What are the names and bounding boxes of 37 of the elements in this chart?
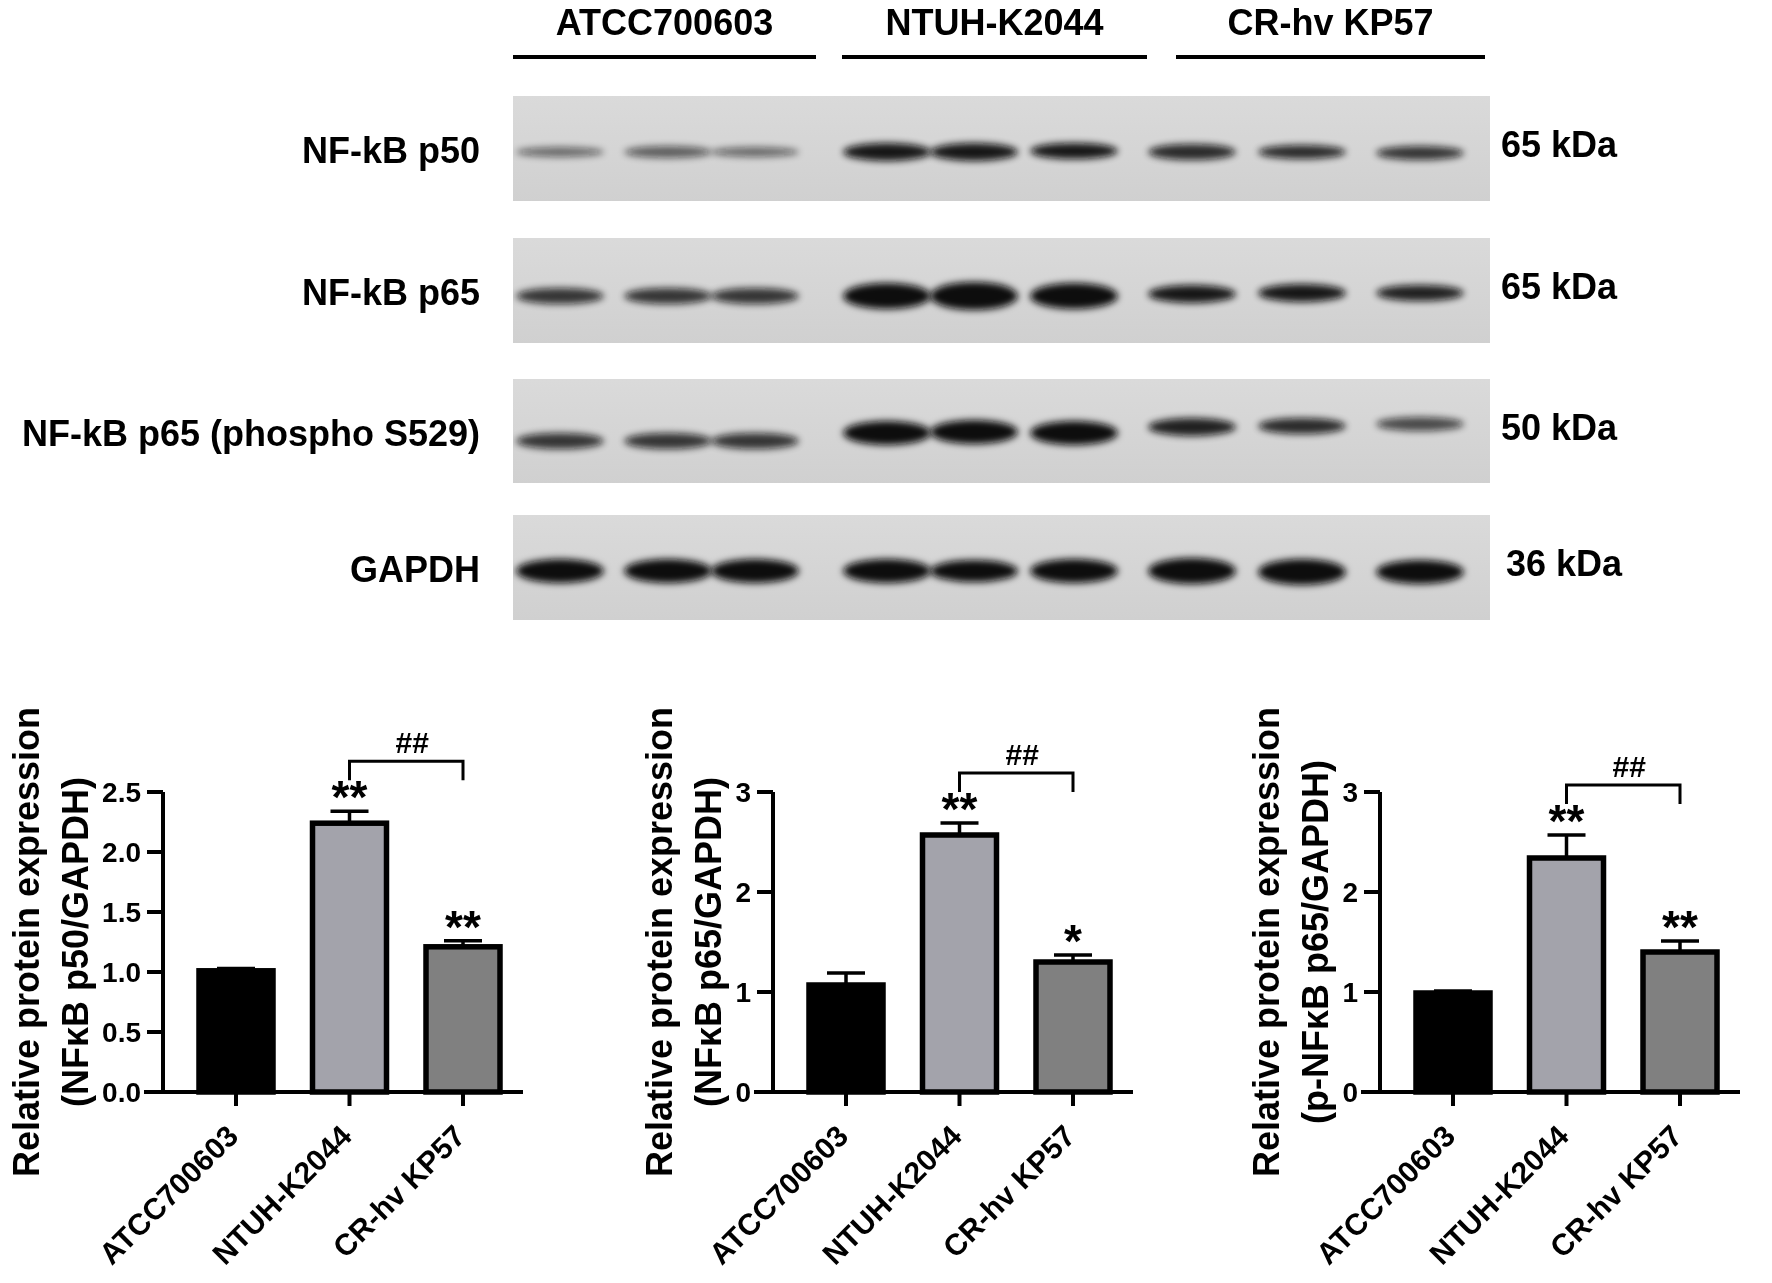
y-tick-label: 2 xyxy=(1342,876,1358,908)
text: ## xyxy=(395,726,430,760)
category-label: 65 kDa xyxy=(1501,266,1618,307)
y-tick-label: 0.5 xyxy=(102,1016,141,1048)
category-label: CR-hv KP57 xyxy=(1227,2,1434,43)
category-label: 65 kDa xyxy=(1501,124,1618,165)
y-tick-label: 1 xyxy=(1342,976,1358,1008)
annotation: ** xyxy=(941,783,978,835)
y-tick-label: 2.5 xyxy=(102,776,141,808)
category-label: 50 kDa xyxy=(1501,406,1618,448)
category-label: NTUH-K2044 xyxy=(885,2,1104,43)
y-tick-label: 1 xyxy=(735,976,751,1008)
category-label: NF-kB p50 xyxy=(301,130,480,171)
y-axis-title: Relative protein expression (NFκB p50/GAPDH) xyxy=(6,706,97,1178)
category-label: GAPDH xyxy=(349,549,480,590)
y-axis-title: Relative protein expression (NFκB p65/GAPDH) xyxy=(639,706,730,1178)
annotation: ** xyxy=(445,900,481,953)
y-tick-label: 1.0 xyxy=(102,956,141,988)
text: ## xyxy=(1005,738,1040,771)
y-tick-label: 1.5 xyxy=(102,896,141,928)
y-tick-label: 0.0 xyxy=(102,1076,141,1108)
annotation: * xyxy=(1064,915,1083,967)
y-tick-label: 2.0 xyxy=(102,836,141,868)
y-tick-label: 2 xyxy=(735,876,751,908)
y-tick-label: 0 xyxy=(735,1076,751,1108)
annotation: ** xyxy=(1548,795,1585,847)
category-label: NF-kB p65 xyxy=(301,272,480,313)
y-tick-label: 3 xyxy=(1342,776,1358,808)
category-label: NF-kB p65 (phospho S529) xyxy=(21,412,480,454)
annotation: ** xyxy=(331,771,368,824)
category-label: 36 kDa xyxy=(1506,543,1623,584)
y-tick-label: 0 xyxy=(1342,1076,1358,1108)
y-tick-label: 3 xyxy=(735,776,751,808)
text: ## xyxy=(1612,750,1647,783)
y-axis-title: Relative protein expression (p-NFκB p65/GAPDH) xyxy=(1246,706,1337,1178)
annotation: ** xyxy=(1662,901,1698,953)
category-label: ATCC700603 xyxy=(555,2,774,43)
